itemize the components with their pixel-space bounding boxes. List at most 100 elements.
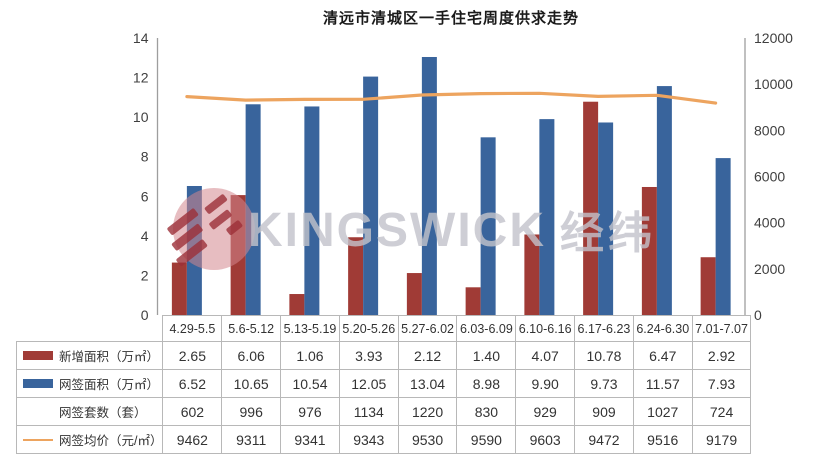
table-cell: 9603 — [515, 425, 576, 454]
week-label: 5.20-5.26 — [338, 315, 399, 342]
table-cell: 10.65 — [221, 369, 282, 398]
week-label: 5.27-6.02 — [397, 315, 458, 342]
bar-signed-area — [656, 86, 672, 315]
legend-swatch-line-orange-icon — [23, 438, 53, 441]
series-label-cell: 新增面积（万㎡） — [15, 341, 164, 370]
bar-signed-area — [539, 119, 555, 315]
watermark-text-latin: KINGSWICK — [248, 204, 546, 257]
logo-stripe — [176, 239, 208, 266]
logo-stripe — [209, 209, 232, 230]
table-row: 新增面积（万㎡） 2.65 6.06 1.06 3.93 2.12 1.40 4.07 10.7… — [15, 341, 752, 370]
series-label-wrap: 网签套数（套） — [18, 402, 162, 421]
table-cell: 9.73 — [574, 369, 634, 398]
table-cell: 10.54 — [280, 369, 340, 398]
left-axis-tick-label: 2 — [141, 267, 149, 283]
table-cell: 7.93 — [691, 369, 752, 398]
chart-title: 清远市清城区一手住宅周度供求走势 — [322, 10, 579, 27]
week-label: 6.24-6.30 — [632, 315, 693, 342]
legend-swatch-bar-blue-icon — [23, 379, 53, 388]
left-axis-tick-label: 10 — [133, 109, 149, 125]
table-cell: 9462 — [162, 425, 223, 454]
table-cell: 830 — [456, 397, 517, 426]
bar-new-area — [700, 257, 716, 315]
series-label: 网签套数（套） — [59, 406, 147, 420]
watermark-text-cjk: 经纬 — [560, 209, 656, 258]
table-cell: 9530 — [397, 425, 458, 454]
table-row: 网签套数（套） 602 996 976 1134 1220 830 929 909 1027 724 — [15, 397, 752, 426]
table-cell: 13.04 — [397, 369, 458, 398]
table-cell: 909 — [574, 397, 634, 426]
table-cell: 9343 — [338, 425, 399, 454]
bar-new-area — [583, 101, 599, 316]
table-cell: 9472 — [574, 425, 634, 454]
table-cell: 9341 — [280, 425, 340, 454]
week-label: 4.29-5.5 — [162, 315, 223, 342]
table-cell: 602 — [162, 397, 223, 426]
table-cell: 1220 — [397, 397, 458, 426]
bar-new-area — [641, 186, 657, 315]
week-label: 6.17-6.23 — [574, 315, 634, 342]
bar-signed-area — [480, 137, 496, 315]
logo-stripe — [204, 194, 228, 214]
table-cell: 11.57 — [632, 369, 693, 398]
right-axis-tick-label: 12000 — [754, 30, 793, 46]
table-cell: 4.07 — [515, 341, 576, 370]
right-axis-tick-label: 2000 — [754, 261, 785, 277]
table-cell: 9.90 — [515, 369, 576, 398]
table-cell: 9311 — [221, 425, 282, 454]
series-label: 网签面积（万㎡） — [59, 378, 160, 392]
table-cell: 3.93 — [338, 341, 399, 370]
logo-stripe — [167, 208, 199, 235]
right-axis-tick-label: 8000 — [754, 122, 785, 138]
bar-signed-area — [598, 122, 614, 315]
series-label-cell: 网签套数（套） — [15, 397, 164, 426]
table-cell: 2.65 — [162, 341, 223, 370]
table-cell: 6.47 — [632, 341, 693, 370]
series-label: 新增面积（万㎡） — [59, 350, 160, 364]
left-axis-tick-label: 8 — [141, 149, 149, 165]
table-cell: 929 — [515, 397, 576, 426]
right-axis-tick-label: 10000 — [754, 76, 793, 92]
left-axis-tick-label: 0 — [141, 307, 149, 323]
watermark: KINGSWICK 经纬 — [167, 188, 656, 270]
bar-new-area — [289, 294, 305, 315]
bar-signed-area — [363, 76, 379, 315]
right-axis-tick-label: 0 — [754, 307, 762, 323]
bar-new-area — [348, 237, 364, 315]
bar-new-area — [465, 287, 481, 315]
week-label: 7.01-7.07 — [691, 315, 752, 342]
bar-new-area — [524, 234, 540, 315]
left-axis-tick-label: 14 — [133, 30, 149, 46]
left-axis-tick-label: 12 — [133, 70, 149, 86]
combo-chart: 0 2 4 6 8 10 12 14 0 2000 4000 6000 8000 10000 12000 KI… — [133, 30, 793, 323]
bar-signed-area — [715, 158, 731, 315]
bar-signed-area — [245, 104, 261, 316]
table-cell: 6.52 — [162, 369, 223, 398]
table-cell: 1027 — [632, 397, 693, 426]
table-cell: 6.06 — [221, 341, 282, 370]
week-label: 5.6-5.12 — [221, 315, 282, 342]
table-cell: 1.06 — [280, 341, 340, 370]
table-row: 网签均价（元/㎡） 9462 9311 9341 9343 9530 9590 9603 947… — [15, 425, 752, 454]
series-label-cell: 网签面积（万㎡） — [15, 369, 164, 398]
legend-swatch-bar-red-icon — [23, 351, 53, 360]
table-cell: 976 — [280, 397, 340, 426]
bar-signed-area — [304, 106, 320, 315]
price-line — [185, 91, 718, 105]
series-label-wrap: 网签面积（万㎡） — [18, 374, 162, 393]
table-cell: 10.78 — [574, 341, 634, 370]
table-cell: 9590 — [456, 425, 517, 454]
table-row: 网签面积（万㎡） 6.52 10.65 10.54 12.05 13.04 8.98 9.90… — [15, 369, 752, 398]
left-axis-tick-label: 6 — [141, 188, 149, 204]
table-cell: 2.92 — [691, 341, 752, 370]
table-cell: 1.40 — [456, 341, 517, 370]
kingswick-logo-stripes — [167, 194, 243, 266]
legend-swatch-placeholder — [23, 407, 53, 416]
table-cell: 1134 — [338, 397, 399, 426]
bar-signed-area — [421, 56, 437, 315]
logo-stripe — [171, 224, 203, 251]
logo-stripe — [226, 220, 243, 235]
bar-new-area — [406, 273, 422, 315]
table-cell: 9179 — [691, 425, 752, 454]
week-label: 6.10-6.16 — [515, 315, 576, 342]
